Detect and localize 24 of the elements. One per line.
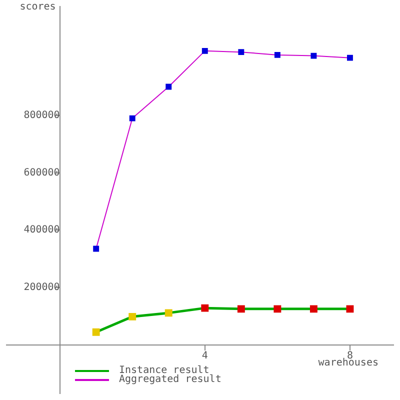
- point: [164, 309, 172, 317]
- point: [166, 84, 172, 90]
- point: [274, 52, 280, 58]
- y-tick-label: 200000: [24, 282, 60, 294]
- legend-label: Instance result: [119, 365, 210, 376]
- y-tick-label: 800000: [24, 110, 60, 122]
- point: [93, 246, 100, 252]
- point: [310, 305, 318, 313]
- point: [346, 305, 354, 313]
- point: [237, 305, 245, 313]
- point: [238, 49, 244, 56]
- point: [129, 115, 136, 122]
- legend-label: Aggregated result: [119, 374, 222, 385]
- point: [201, 304, 209, 312]
- y-tick-label: 600000: [24, 167, 60, 178]
- point: [202, 48, 208, 54]
- point: [92, 328, 100, 336]
- x-tick-label: 4: [202, 350, 208, 362]
- point: [347, 54, 353, 61]
- point: [310, 52, 317, 59]
- point: [128, 312, 136, 320]
- point: [274, 305, 282, 313]
- y-axis-title: scores: [20, 2, 56, 13]
- y-tick-label: 400000: [24, 224, 60, 236]
